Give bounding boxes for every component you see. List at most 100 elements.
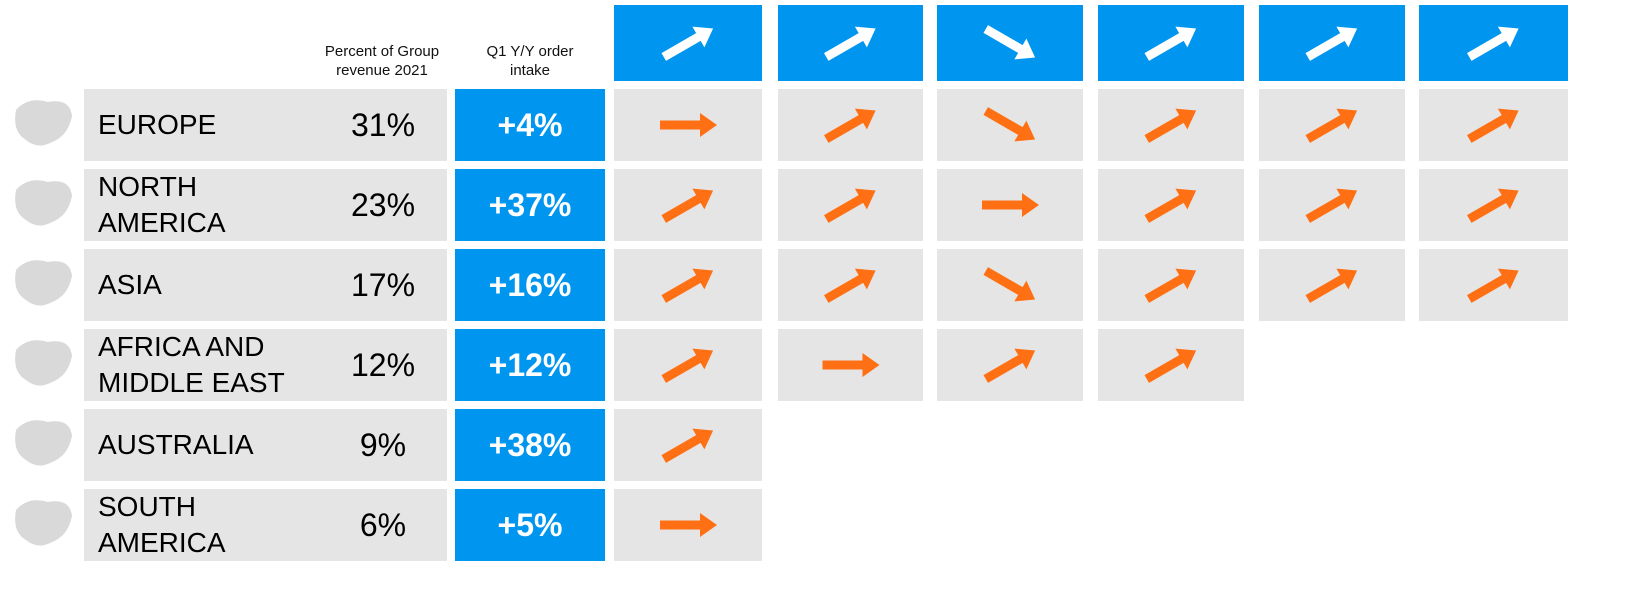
trend-cell xyxy=(614,89,762,161)
trend-arrow xyxy=(1305,108,1358,143)
trend-cell xyxy=(937,89,1083,161)
trend-arrow xyxy=(1467,26,1519,61)
arrow-shape xyxy=(1305,26,1358,61)
intake-header: Q1 Y/Y order intake xyxy=(486,43,574,79)
map-icon xyxy=(15,260,72,306)
trend-arrow xyxy=(661,348,714,383)
arrow-shape xyxy=(660,513,717,537)
arrow-shape xyxy=(824,188,876,223)
trend-arrow xyxy=(660,513,717,537)
map-shape xyxy=(15,340,72,386)
trend-cell xyxy=(1098,249,1244,321)
region-name: ASIA xyxy=(98,269,162,300)
trend-arrow xyxy=(1305,268,1358,303)
region-cell xyxy=(84,249,447,321)
order-intake: +16% xyxy=(455,249,605,321)
trend-arrow xyxy=(1305,188,1358,223)
trend-cell xyxy=(614,329,762,401)
trend-arrow xyxy=(824,108,876,143)
arrow-shape xyxy=(660,113,717,137)
arrow-shape xyxy=(661,188,714,223)
trend-cell xyxy=(1098,329,1244,401)
revenue-share: 31% xyxy=(350,106,416,143)
arrow-shape xyxy=(983,348,1036,383)
arrow-shape xyxy=(983,267,1036,302)
trend-arrow xyxy=(1144,108,1197,143)
region-name: AUSTRALIA xyxy=(98,429,254,460)
arrow-shape xyxy=(1305,108,1358,143)
revenue-share: 23% xyxy=(350,186,416,223)
arrow-shape xyxy=(1467,188,1519,223)
revenue-share: 12% xyxy=(350,346,416,383)
trend-arrow xyxy=(983,25,1036,60)
revenue-share: 9% xyxy=(359,426,407,463)
arrow-shape xyxy=(1305,188,1358,223)
arrow-shape xyxy=(1144,108,1197,143)
map-shape xyxy=(15,100,72,146)
order-intake: +37% xyxy=(455,169,605,241)
arrow-shape xyxy=(661,348,714,383)
trend-cell xyxy=(614,409,762,481)
trend-arrow xyxy=(1305,26,1358,61)
trend-cell xyxy=(937,249,1083,321)
arrow-shape xyxy=(1144,268,1197,303)
trend-arrow xyxy=(1144,268,1197,303)
trend-arrow xyxy=(660,113,717,137)
trend-arrow xyxy=(661,188,714,223)
trend-cell xyxy=(614,249,762,321)
region-cell xyxy=(84,169,447,241)
arrow-shape xyxy=(824,108,876,143)
trend-arrow xyxy=(982,193,1039,217)
arrow-shape xyxy=(983,107,1036,142)
revenue-share: 17% xyxy=(350,266,416,303)
arrow-shape xyxy=(824,268,876,303)
trend-arrow xyxy=(661,26,714,61)
region-cell xyxy=(84,89,447,161)
region-cell xyxy=(84,409,447,481)
arrow-shape xyxy=(1144,348,1197,383)
trend-arrow xyxy=(1144,348,1197,383)
map-shape xyxy=(15,420,72,466)
header-cell xyxy=(1419,5,1568,81)
arrow-shape xyxy=(661,268,714,303)
trend-cell xyxy=(1419,89,1568,161)
trend-arrow xyxy=(661,268,714,303)
trend-cell xyxy=(778,89,923,161)
header-cell xyxy=(778,5,923,81)
trend-cell xyxy=(1098,169,1244,241)
order-intake: +4% xyxy=(455,89,605,161)
arrow-shape xyxy=(822,353,880,377)
map-shape xyxy=(15,180,72,226)
map-icon xyxy=(15,500,72,546)
header-cell xyxy=(614,5,762,81)
trend-arrow xyxy=(824,268,876,303)
trend-arrow xyxy=(822,353,880,377)
order-intake: +5% xyxy=(455,489,605,561)
map-icon xyxy=(15,100,72,146)
trend-arrow xyxy=(1467,268,1519,303)
revenue-share: 6% xyxy=(359,506,407,543)
arrow-shape xyxy=(1467,108,1519,143)
region-name: NORTH AMERICA xyxy=(98,171,226,238)
trend-cell xyxy=(937,329,1083,401)
region-cell xyxy=(84,329,447,401)
arrow-shape xyxy=(1305,268,1358,303)
trend-cell xyxy=(778,329,923,401)
region-name: SOUTH AMERICA xyxy=(98,491,226,558)
arrow-shape xyxy=(982,193,1039,217)
trend-arrow xyxy=(824,188,876,223)
trend-cell xyxy=(614,489,762,561)
trend-cell xyxy=(937,169,1083,241)
arrow-shape xyxy=(983,25,1036,60)
map-shape xyxy=(15,500,72,546)
trend-arrow xyxy=(824,26,876,61)
trend-arrow xyxy=(1467,108,1519,143)
region-name: AFRICA AND MIDDLE EAST xyxy=(98,331,285,398)
arrow-shape xyxy=(661,26,714,61)
arrow-shape xyxy=(1144,188,1197,223)
trend-cell xyxy=(614,169,762,241)
arrow-shape xyxy=(1467,268,1519,303)
region-cell xyxy=(84,489,447,561)
trend-arrow xyxy=(1144,26,1197,61)
